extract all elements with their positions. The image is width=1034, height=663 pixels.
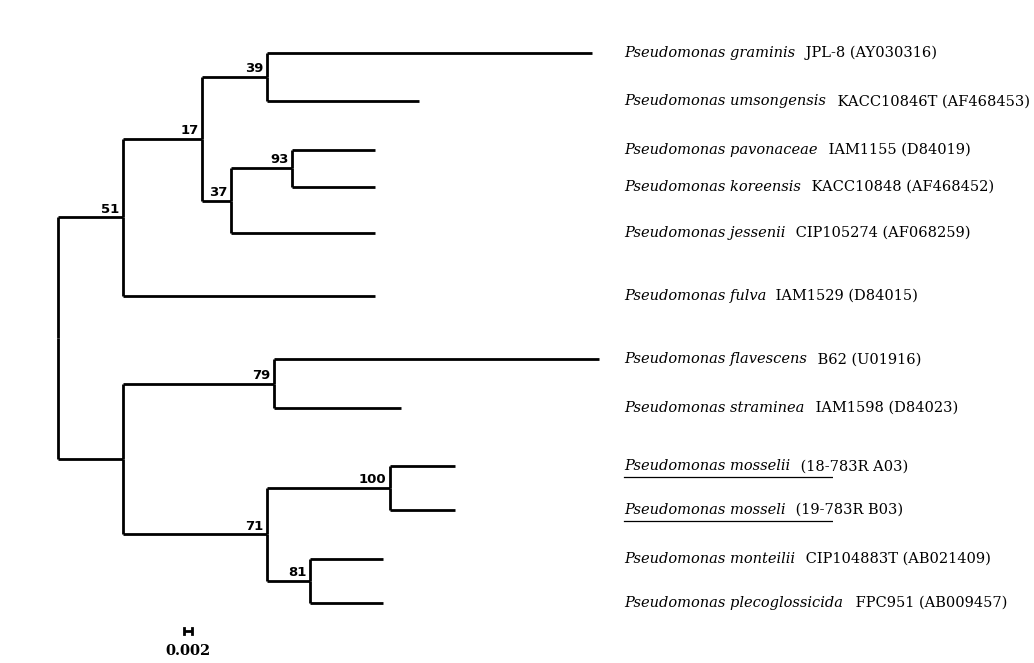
Text: 17: 17: [181, 124, 199, 137]
Text: 81: 81: [288, 566, 307, 579]
Text: 100: 100: [359, 473, 386, 487]
Text: Pseudomonas fulva: Pseudomonas fulva: [624, 289, 766, 303]
Text: IAM1598 (D84023): IAM1598 (D84023): [811, 401, 957, 415]
Text: 79: 79: [252, 369, 271, 382]
Text: Pseudomonas flavescens: Pseudomonas flavescens: [624, 352, 807, 367]
Text: Pseudomonas graminis: Pseudomonas graminis: [624, 46, 795, 60]
Text: Pseudomonas monteilii: Pseudomonas monteilii: [624, 552, 795, 566]
Text: JPL-8 (AY030316): JPL-8 (AY030316): [801, 46, 937, 60]
Text: Pseudomonas straminea: Pseudomonas straminea: [624, 401, 804, 415]
Text: IAM1155 (D84019): IAM1155 (D84019): [824, 143, 971, 157]
Text: CIP104883T (AB021409): CIP104883T (AB021409): [801, 552, 991, 566]
Text: 93: 93: [271, 153, 288, 166]
Text: Pseudomonas plecoglossicida: Pseudomonas plecoglossicida: [624, 595, 843, 609]
Text: KACC10848 (AF468452): KACC10848 (AF468452): [807, 180, 994, 194]
Text: 37: 37: [209, 186, 227, 199]
Text: B62 (U01916): B62 (U01916): [813, 352, 921, 367]
Text: Pseudomonas umsongensis: Pseudomonas umsongensis: [624, 94, 826, 109]
Text: IAM1529 (D84015): IAM1529 (D84015): [771, 289, 918, 303]
Text: 39: 39: [245, 62, 264, 75]
Text: (18-783R A03): (18-783R A03): [796, 459, 908, 473]
Text: Pseudomonas jessenii: Pseudomonas jessenii: [624, 226, 786, 240]
Text: 71: 71: [245, 520, 264, 532]
Text: Pseudomonas koreensis: Pseudomonas koreensis: [624, 180, 801, 194]
Text: 51: 51: [101, 202, 120, 215]
Text: CIP105274 (AF068259): CIP105274 (AF068259): [791, 226, 971, 240]
Text: Pseudomonas mosselii: Pseudomonas mosselii: [624, 459, 790, 473]
Text: 0.002: 0.002: [165, 644, 211, 658]
Text: (19-783R B03): (19-783R B03): [791, 503, 903, 517]
Text: KACC10846T (AF468453): KACC10846T (AF468453): [832, 94, 1030, 109]
Text: Pseudomonas pavonaceae: Pseudomonas pavonaceae: [624, 143, 818, 157]
Text: FPC951 (AB009457): FPC951 (AB009457): [851, 595, 1007, 609]
Text: Pseudomonas mosseli: Pseudomonas mosseli: [624, 503, 786, 517]
